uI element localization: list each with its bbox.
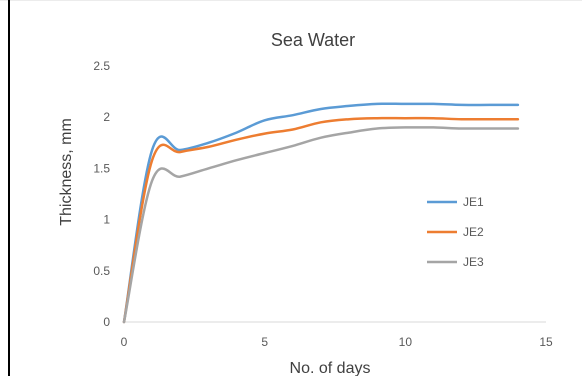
chart-title: Sea Water <box>271 30 355 50</box>
y-tick-label: 2.5 <box>93 59 110 73</box>
x-axis-label: No. of days <box>290 360 371 376</box>
x-tick-label: 15 <box>539 335 553 349</box>
y-tick-label: 1.5 <box>93 161 110 175</box>
series-group <box>122 102 520 324</box>
series-line-je3 <box>122 126 520 324</box>
legend-label-je2: JE2 <box>463 225 484 239</box>
legend: JE1 JE2 JE3 <box>427 195 484 269</box>
x-tick-label: 5 <box>261 335 268 349</box>
y-tick-label: 2 <box>103 110 110 124</box>
series-line-je1 <box>122 102 520 324</box>
y-tick-label: 1 <box>103 213 110 227</box>
x-tick-label: 10 <box>399 335 413 349</box>
y-axis-label: Thickness, mm <box>58 118 75 226</box>
axes-group: 0 5 10 15 0 0.5 1 1.5 2 2.5 <box>93 59 553 349</box>
x-tick-label: 0 <box>121 335 128 349</box>
y-tick-label: 0.5 <box>93 264 110 278</box>
y-tick-label: 0 <box>103 315 110 329</box>
legend-label-je3: JE3 <box>463 255 484 269</box>
series-line-je2 <box>122 116 520 324</box>
legend-label-je1: JE1 <box>463 195 484 209</box>
